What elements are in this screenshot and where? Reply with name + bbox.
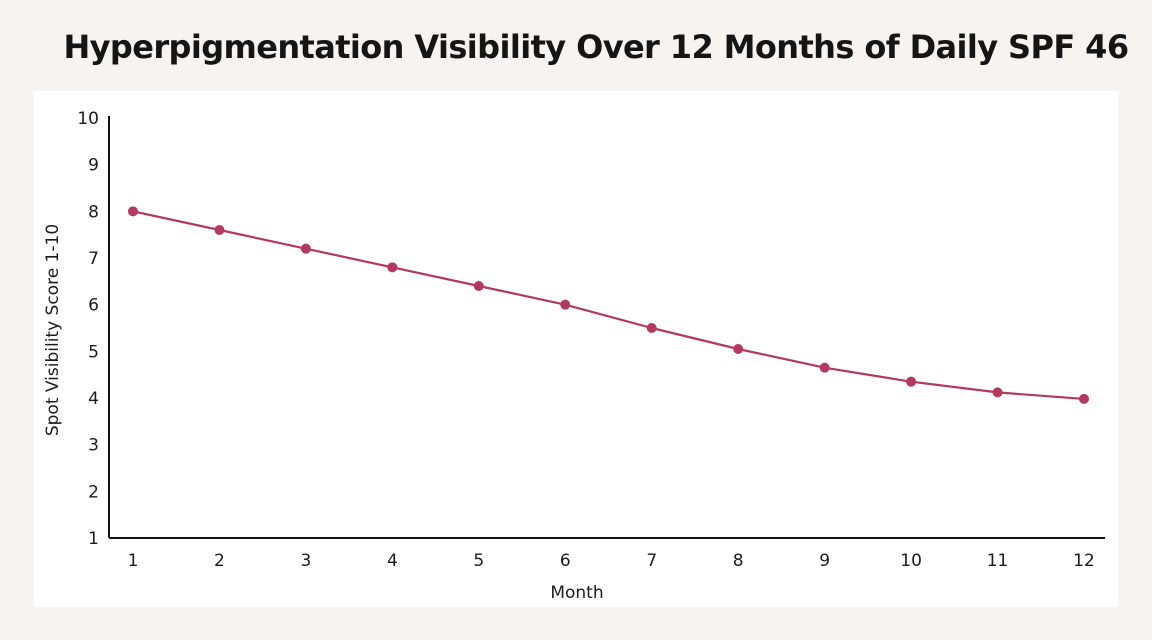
x-tick-label: 12 bbox=[1073, 551, 1095, 571]
chart-title: Hyperpigmentation Visibility Over 12 Mon… bbox=[63, 28, 1129, 66]
y-tick-label: 2 bbox=[88, 482, 99, 502]
y-tick-label: 7 bbox=[88, 249, 99, 269]
data-point bbox=[733, 344, 744, 354]
x-tick-label: 8 bbox=[733, 551, 744, 571]
y-tick-label: 9 bbox=[88, 156, 99, 176]
data-point bbox=[1079, 393, 1089, 404]
x-tick-label: 7 bbox=[646, 551, 657, 571]
x-tick-label: 11 bbox=[987, 551, 1009, 571]
x-tick-label: 1 bbox=[128, 551, 139, 571]
data-point bbox=[300, 243, 311, 254]
data-point bbox=[128, 206, 138, 217]
data-point bbox=[214, 225, 225, 235]
y-tick-label: 6 bbox=[88, 296, 99, 316]
series-line bbox=[131, 210, 1086, 401]
data-point bbox=[992, 387, 1003, 398]
x-tick-label: 2 bbox=[214, 551, 225, 571]
data-point bbox=[906, 376, 917, 387]
y-tick-label: 4 bbox=[88, 389, 99, 409]
y-tick-label: 5 bbox=[88, 342, 99, 362]
data-point bbox=[473, 281, 484, 291]
y-axis-title: Spot Visibility Score 1-10 bbox=[43, 224, 63, 436]
data-point bbox=[819, 362, 830, 373]
x-tick-label: 3 bbox=[300, 551, 311, 571]
y-tick-label: 8 bbox=[88, 202, 99, 222]
y-tick-label: 10 bbox=[77, 109, 99, 129]
x-axis-title: Month bbox=[550, 583, 603, 603]
x-tick-label: 6 bbox=[560, 551, 571, 571]
plot-panel bbox=[34, 91, 1118, 607]
y-tick-label: 3 bbox=[88, 436, 99, 456]
x-tick-label: 10 bbox=[900, 551, 922, 571]
x-tick-label: 4 bbox=[387, 551, 398, 571]
data-point bbox=[560, 299, 571, 310]
data-point bbox=[387, 262, 398, 273]
data-point bbox=[646, 323, 657, 333]
axes bbox=[108, 116, 1105, 539]
y-tick-label: 1 bbox=[88, 529, 99, 549]
x-tick-label: 9 bbox=[819, 551, 830, 571]
series bbox=[128, 206, 1089, 404]
x-tick-label: 5 bbox=[473, 551, 484, 571]
